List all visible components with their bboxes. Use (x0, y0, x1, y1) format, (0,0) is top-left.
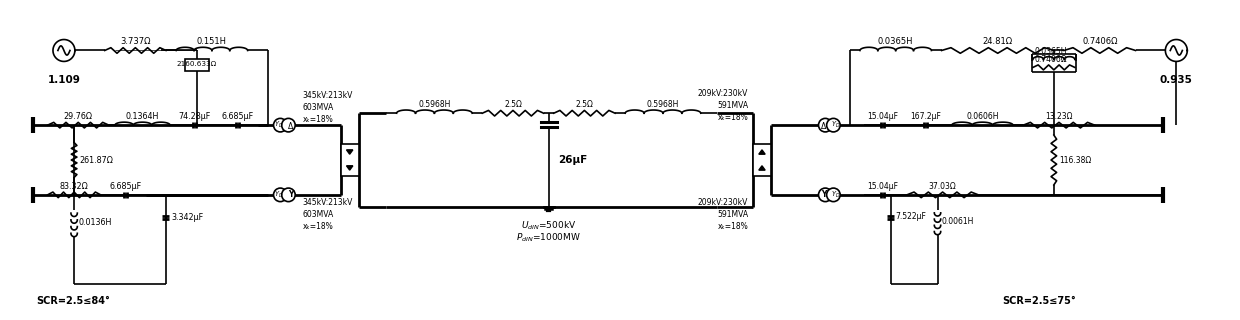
Text: 116.38Ω: 116.38Ω (1059, 156, 1091, 164)
Text: 74.28μF: 74.28μF (179, 112, 211, 121)
Circle shape (274, 188, 288, 202)
Text: 0.5968H: 0.5968H (418, 100, 450, 109)
Text: 2160.633Ω: 2160.633Ω (176, 61, 217, 68)
Circle shape (827, 188, 841, 202)
Text: $\Delta$: $\Delta$ (286, 120, 294, 131)
Text: 167.2μF: 167.2μF (910, 112, 941, 121)
Text: 0.1364H: 0.1364H (125, 112, 159, 121)
Circle shape (827, 118, 841, 132)
Polygon shape (759, 166, 765, 170)
Text: $Y_D$: $Y_D$ (274, 120, 283, 130)
Text: $\Delta$: $\Delta$ (820, 120, 827, 131)
Text: 7.522μF: 7.522μF (895, 212, 926, 221)
Text: 15.04μF: 15.04μF (867, 112, 898, 121)
Text: 6.685μF: 6.685μF (222, 112, 253, 121)
Text: 0.151H: 0.151H (197, 37, 227, 46)
Text: 24.81Ω: 24.81Ω (982, 37, 1013, 46)
Text: 29.76Ω: 29.76Ω (63, 112, 93, 121)
Text: Y: Y (288, 190, 293, 199)
Text: $Y_D$: $Y_D$ (831, 190, 839, 200)
Text: 0.0606H: 0.0606H (966, 112, 998, 121)
Text: 0.0365H: 0.0365H (878, 37, 914, 46)
Text: 6.685μF: 6.685μF (109, 182, 141, 191)
Text: 26μF: 26μF (558, 155, 587, 165)
Text: $U_{dIN}$=500kV: $U_{dIN}$=500kV (521, 220, 577, 232)
Text: $Y_D$: $Y_D$ (274, 190, 283, 200)
Text: 345kV:213kV
603MVA
xₖ=18%: 345kV:213kV 603MVA xₖ=18% (303, 198, 352, 231)
Circle shape (281, 188, 295, 202)
Text: Y: Y (821, 190, 826, 199)
Text: 37.03Ω: 37.03Ω (929, 182, 956, 191)
Text: 2.5Ω: 2.5Ω (575, 100, 594, 109)
Bar (185, 60, 208, 71)
Text: SCR=2.5≤75°: SCR=2.5≤75° (1003, 296, 1076, 307)
Text: 345kV:213kV
603MVA
xₖ=18%: 345kV:213kV 603MVA xₖ=18% (303, 91, 352, 124)
Circle shape (274, 118, 288, 132)
Text: 3.342μF: 3.342μF (171, 213, 203, 222)
Text: 0.0061H: 0.0061H (942, 217, 975, 226)
Text: 2.5Ω: 2.5Ω (503, 100, 522, 109)
Text: $P_{dIN}$=1000MW: $P_{dIN}$=1000MW (516, 232, 582, 244)
Text: SCR=2.5≤84°: SCR=2.5≤84° (36, 296, 110, 307)
Text: 0.7406Ω: 0.7406Ω (1035, 55, 1068, 64)
Text: 0.0136H: 0.0136H (78, 218, 112, 227)
Polygon shape (346, 166, 353, 170)
Text: 83.32Ω: 83.32Ω (60, 182, 88, 191)
Text: 0.7406Ω: 0.7406Ω (1083, 37, 1117, 46)
Polygon shape (346, 150, 353, 154)
Text: $Y_D$: $Y_D$ (831, 120, 839, 130)
Polygon shape (759, 150, 765, 154)
Text: 0.935: 0.935 (1159, 76, 1193, 85)
Bar (753, 144, 771, 176)
Circle shape (818, 188, 832, 202)
Text: 0.0365H: 0.0365H (1035, 47, 1068, 56)
Text: 209kV:230kV
591MVA
xₖ=18%: 209kV:230kV 591MVA xₖ=18% (698, 89, 748, 122)
Text: 1.109: 1.109 (47, 76, 81, 85)
Bar (341, 144, 358, 176)
Text: 3.737Ω: 3.737Ω (120, 37, 150, 46)
Text: 209kV:230kV
591MVA
xₖ=18%: 209kV:230kV 591MVA xₖ=18% (698, 198, 748, 231)
Text: 0.5968H: 0.5968H (647, 100, 680, 109)
Text: 15.04μF: 15.04μF (867, 182, 898, 191)
Text: 13.23Ω: 13.23Ω (1045, 112, 1073, 121)
Text: 261.87Ω: 261.87Ω (79, 156, 113, 164)
Circle shape (281, 118, 295, 132)
Circle shape (818, 118, 832, 132)
